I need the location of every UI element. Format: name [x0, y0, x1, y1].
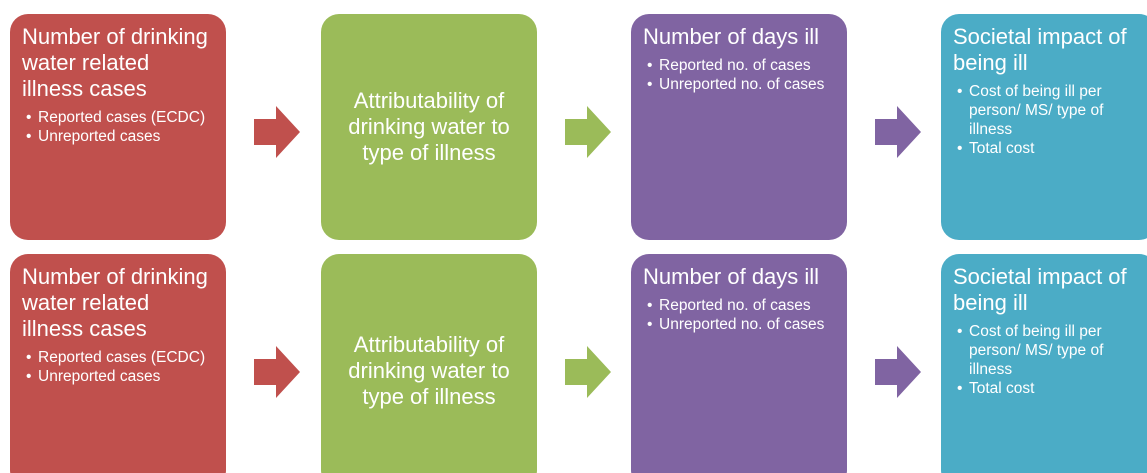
bullet: Unreported no. of cases [647, 75, 835, 94]
box-title: Attributability of drinking water to typ… [348, 332, 510, 409]
arrow-shape [565, 346, 611, 398]
box-content: Societal impact of being ill Cost of bein… [953, 264, 1145, 398]
box-content: Number of drinking water related illness… [22, 24, 214, 146]
bullet: Reported no. of cases [647, 296, 835, 315]
bullet-list: Reported cases (ECDC)Unreported cases [22, 348, 214, 386]
arrow-shape [875, 346, 921, 398]
bullet: Cost of being ill per person/ MS/ type o… [957, 322, 1145, 379]
arrow [875, 346, 921, 398]
arrow [875, 106, 921, 158]
bullet-list: Cost of being ill per person/ MS/ type o… [953, 82, 1145, 158]
box-content: Number of drinking water related illness… [22, 264, 214, 386]
box-title: Attributability of drinking water to typ… [348, 88, 510, 165]
arrow-shape [254, 106, 300, 158]
box: Number of drinking water related illness… [10, 254, 226, 473]
bullet: Unreported no. of cases [647, 315, 835, 334]
arrow [565, 106, 611, 158]
box: Number of days ill Reported no. of casesU… [631, 14, 847, 240]
box-content: Attributability of drinking water to typ… [337, 88, 521, 166]
bullet: Reported no. of cases [647, 56, 835, 75]
arrow-shape [254, 346, 300, 398]
box: Societal impact of being ill Cost of bein… [941, 14, 1147, 240]
box-content: Societal impact of being ill Cost of bein… [953, 24, 1145, 158]
box: Attributability of drinking water to typ… [321, 14, 537, 240]
box-title: Number of drinking water related illness… [22, 24, 208, 101]
arrow [254, 106, 300, 158]
bullet: Reported cases (ECDC) [26, 348, 214, 367]
box-title: Societal impact of being ill [953, 264, 1127, 315]
box-content: Number of days ill Reported no. of casesU… [643, 264, 835, 334]
bullet-list: Cost of being ill per person/ MS/ type o… [953, 322, 1145, 398]
box: Number of drinking water related illness… [10, 14, 226, 240]
arrow [254, 346, 300, 398]
bullet: Unreported cases [26, 367, 214, 386]
bullet: Cost of being ill per person/ MS/ type o… [957, 82, 1145, 139]
bullet: Total cost [957, 139, 1145, 158]
bullet-list: Reported no. of casesUnreported no. of c… [643, 56, 835, 94]
box: Societal impact of being ill Cost of bein… [941, 254, 1147, 473]
box-content: Number of days ill Reported no. of casesU… [643, 24, 835, 94]
arrow [565, 346, 611, 398]
box-title: Number of days ill [643, 24, 820, 49]
bullet: Reported cases (ECDC) [26, 108, 214, 127]
box-title: Number of days ill [643, 264, 820, 289]
box: Attributability of drinking water to typ… [321, 254, 537, 473]
box-content: Attributability of drinking water to typ… [337, 332, 521, 410]
bullet-list: Reported no. of casesUnreported no. of c… [643, 296, 835, 334]
bullet: Unreported cases [26, 127, 214, 146]
bullet: Total cost [957, 379, 1145, 398]
arrow-shape [875, 106, 921, 158]
box-title: Number of drinking water related illness… [22, 264, 208, 341]
bullet-list: Reported cases (ECDC)Unreported cases [22, 108, 214, 146]
box-title: Societal impact of being ill [953, 24, 1127, 75]
arrow-shape [565, 106, 611, 158]
box: Number of days ill Reported no. of casesU… [631, 254, 847, 473]
